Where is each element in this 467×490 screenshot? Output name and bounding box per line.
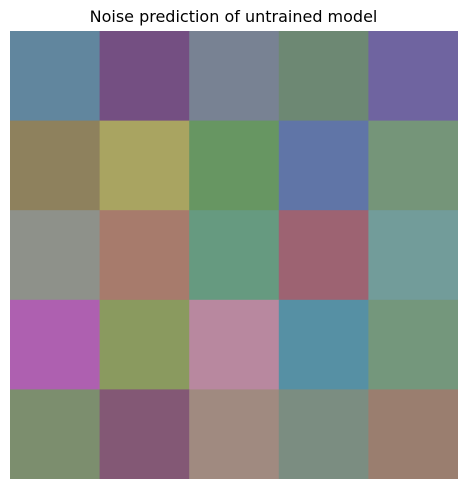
heatmap-cell-r4-c4 — [368, 389, 458, 479]
heatmap-cell-r0-c1 — [99, 31, 190, 122]
heatmap-cell-r2-c3 — [278, 210, 369, 301]
heatmap-cell-r2-c2 — [189, 210, 280, 301]
heatmap-cell-r0-c2 — [189, 31, 280, 122]
heatmap-svg — [10, 31, 458, 479]
heatmap-cell-r0-c3 — [278, 31, 369, 122]
heatmap-cell-r1-c3 — [278, 120, 369, 211]
heatmap-cell-r1-c4 — [368, 120, 458, 211]
heatmap-cell-r0-c4 — [368, 31, 458, 122]
chart-title: Noise prediction of untrained model — [89, 7, 378, 26]
heatmap-cell-r3-c0 — [10, 299, 101, 390]
heatmap-cell-r3-c3 — [278, 299, 369, 390]
heatmap-cell-r2-c1 — [99, 210, 190, 301]
heatmap-cell-r4-c0 — [10, 389, 101, 479]
heatmap-plot — [10, 31, 458, 479]
heatmap-cell-r2-c0 — [10, 210, 101, 301]
heatmap-cell-r3-c1 — [99, 299, 190, 390]
heatmap-cell-r1-c1 — [99, 120, 190, 211]
heatmap-cell-r3-c4 — [368, 299, 458, 390]
heatmap-cell-r3-c2 — [189, 299, 280, 390]
heatmap-cell-r1-c2 — [189, 120, 280, 211]
heatmap-cell-r1-c0 — [10, 120, 101, 211]
heatmap-cell-r4-c2 — [189, 389, 280, 479]
heatmap-cell-r4-c3 — [278, 389, 369, 479]
heatmap-cell-r2-c4 — [368, 210, 458, 301]
heatmap-cell-r0-c0 — [10, 31, 101, 122]
heatmap-cell-r4-c1 — [99, 389, 190, 479]
